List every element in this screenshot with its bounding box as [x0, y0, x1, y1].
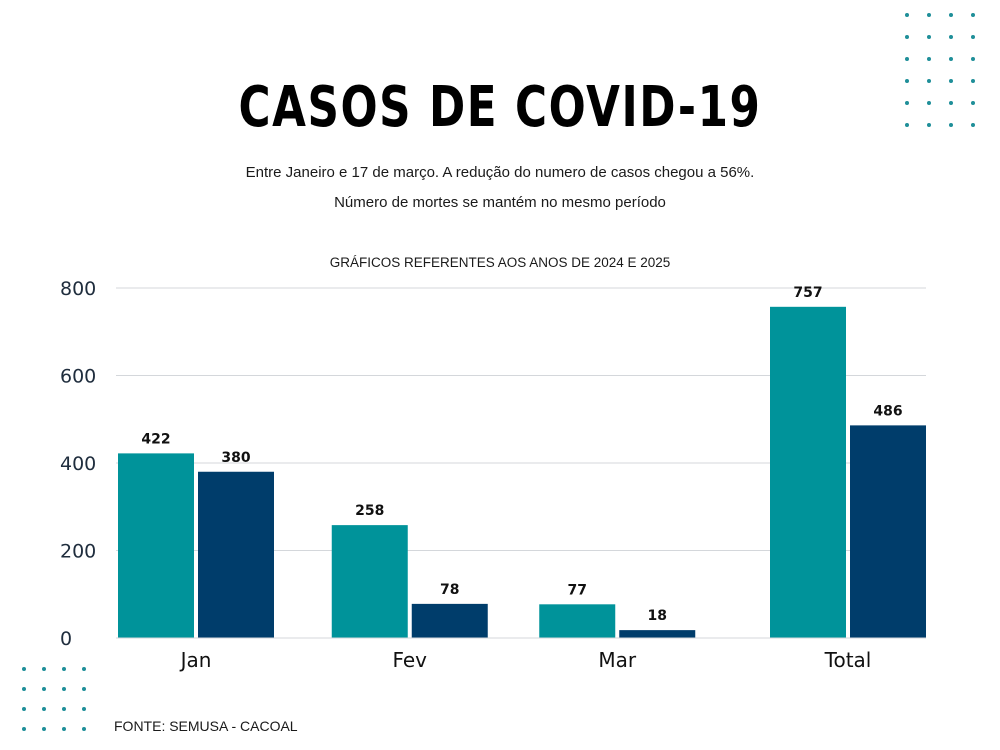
decorative-dot: [927, 13, 931, 17]
bar-2025-fev: [411, 603, 488, 638]
decorative-dot: [971, 123, 975, 127]
decorative-dot: [905, 57, 909, 61]
decorative-dot: [82, 707, 86, 711]
data-label: 78: [440, 582, 459, 598]
data-label: 486: [873, 403, 902, 419]
decorative-dot: [22, 687, 26, 691]
decorative-dot: [42, 687, 46, 691]
decorative-dot: [927, 79, 931, 83]
y-tick-label: 0: [60, 628, 72, 650]
bar-2024-jan: [118, 453, 194, 638]
decorative-dot: [42, 667, 46, 671]
decorative-dot: [905, 79, 909, 83]
decorative-dot: [949, 123, 953, 127]
decorative-dot: [971, 57, 975, 61]
decorative-dot: [62, 707, 66, 711]
data-label: 380: [221, 450, 250, 466]
bar-2024-mar: [539, 604, 616, 638]
decorative-dot: [927, 35, 931, 39]
decorative-dot: [927, 123, 931, 127]
decorative-dot: [905, 123, 909, 127]
decorative-dot: [927, 101, 931, 105]
decorative-dot: [949, 13, 953, 17]
decorative-dot: [927, 57, 931, 61]
decorative-dot: [62, 727, 66, 731]
subtitle-line-2: Número de mortes se mantém no mesmo perí…: [334, 194, 666, 211]
bar-2024-total: [770, 306, 846, 638]
data-label: 77: [568, 582, 587, 598]
decorative-dot: [22, 667, 26, 671]
decorative-dot: [905, 101, 909, 105]
decorative-dot: [949, 101, 953, 105]
subtitle-line-1: Entre Janeiro e 17 de março. A redução d…: [245, 164, 755, 181]
decorative-dot: [971, 13, 975, 17]
decorative-dot: [905, 13, 909, 17]
decorative-dot: [42, 727, 46, 731]
bar-2025-mar: [619, 630, 696, 638]
decorative-dot: [949, 57, 953, 61]
data-label: 757: [793, 285, 822, 301]
data-label: 422: [141, 431, 170, 447]
decorative-dot: [62, 667, 66, 671]
bar-2025-jan: [198, 471, 274, 638]
decorative-dot: [82, 667, 86, 671]
decorative-dot: [82, 687, 86, 691]
y-tick-label: 200: [60, 541, 96, 563]
bar-2025-total: [850, 425, 926, 638]
y-tick-label: 600: [60, 366, 96, 388]
data-label: 18: [648, 608, 667, 624]
decorative-dot: [949, 79, 953, 83]
chart-reference-note: GRÁFICOS REFERENTES AOS ANOS DE 2024 E 2…: [329, 255, 671, 270]
x-tick-label: Fev: [392, 648, 427, 672]
decorative-dot: [971, 35, 975, 39]
y-tick-label: 800: [60, 278, 96, 300]
decorative-dot: [22, 727, 26, 731]
data-label: 258: [355, 503, 384, 519]
decorative-dot: [905, 35, 909, 39]
decorative-dot: [971, 101, 975, 105]
decorative-dot: [22, 707, 26, 711]
bar-2024-fev: [331, 525, 408, 638]
decorative-dot: [82, 727, 86, 731]
x-tick-label: Mar: [598, 648, 637, 672]
page-title: CASOS DE COVID-19: [238, 75, 762, 140]
source-note: FONTE: SEMUSA - CACOAL: [114, 718, 298, 734]
decorative-dot: [949, 35, 953, 39]
y-tick-label: 400: [60, 453, 96, 475]
decorative-dot: [62, 687, 66, 691]
decorative-dot: [971, 79, 975, 83]
decorative-dot: [42, 707, 46, 711]
x-tick-label: Jan: [179, 648, 212, 672]
x-tick-label: Total: [824, 648, 872, 672]
